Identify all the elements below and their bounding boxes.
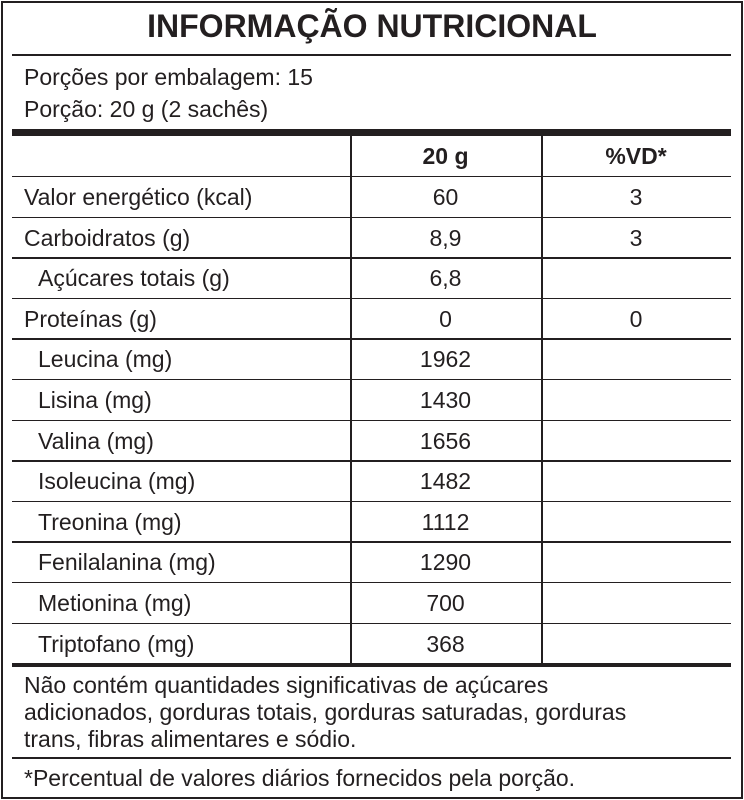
table-row: Triptofano (mg) 368 — [12, 624, 731, 665]
nutrient-amount: 8,9 — [429, 224, 462, 251]
nutrient-label: Valina (mg) — [38, 427, 154, 454]
divider — [12, 54, 731, 56]
nutrient-amount: 6,8 — [429, 265, 462, 292]
divider — [12, 757, 731, 759]
nutrient-label: Leucina (mg) — [38, 346, 173, 373]
thick-divider — [12, 129, 731, 136]
row-divider — [12, 460, 731, 462]
table-header-row: 20 g %VD* — [12, 136, 731, 177]
table-row: Valina (mg) 1656 — [12, 421, 731, 462]
nutrient-label: Açúcares totais (g) — [38, 265, 230, 292]
footnote: *Percentual de valores diários fornecido… — [24, 765, 576, 791]
serving-size: Porção: 20 g (2 sachês) — [24, 96, 269, 122]
row-divider — [12, 622, 731, 624]
header-amount: 20 g — [422, 143, 469, 169]
nutrient-amount: 1430 — [419, 387, 472, 413]
table-row: Lisina (mg) 1430 — [12, 380, 731, 421]
nutrient-label: Triptofano (mg) — [38, 630, 195, 657]
table-row: Fenilalanina (mg) 1290 — [12, 542, 731, 584]
nutrient-label: Proteínas (g) — [24, 305, 157, 332]
nutrient-amount: 0 — [439, 305, 452, 332]
note: Não contém quantidades significativas de… — [24, 672, 734, 753]
nutrient-amount: 1482 — [419, 468, 472, 495]
nutrient-dv: 0 — [629, 305, 643, 332]
nutrient-label: Metionina (mg) — [38, 590, 192, 616]
table-row: Metionina (mg) 700 — [12, 583, 731, 624]
servings-per-package: Porções por embalagem: 15 — [24, 64, 313, 90]
nutrient-label: Fenilalanina (mg) — [38, 549, 216, 576]
nutrient-amount: 700 — [426, 590, 465, 616]
nutrient-dv: 3 — [629, 184, 643, 210]
row-divider — [12, 175, 731, 177]
nutrient-amount: 60 — [432, 184, 459, 210]
nutrient-label: Treonina (mg) — [38, 508, 182, 535]
row-divider — [12, 297, 731, 300]
table-row: Treonina (mg) 1112 — [12, 502, 731, 543]
thick-divider — [12, 663, 731, 667]
row-divider — [12, 216, 731, 218]
note-line: adicionados, gorduras totais, gorduras s… — [24, 699, 627, 725]
column-divider — [350, 136, 352, 665]
row-divider — [12, 500, 731, 503]
nutrient-dv: 3 — [629, 224, 643, 251]
table-row: Isoleucina (mg) 1482 — [12, 461, 731, 503]
nutrient-amount: 1112 — [421, 508, 470, 535]
table-row: Carboidratos (g) 8,9 3 — [12, 218, 731, 259]
table-row: Proteínas (g) 0 0 — [12, 299, 731, 340]
row-divider — [12, 581, 731, 584]
note-line: Não contém quantidades significativas de… — [24, 672, 549, 698]
table-row: Açúcares totais (g) 6,8 — [12, 258, 731, 300]
nutrient-amount: 368 — [426, 630, 465, 657]
nutrient-label: Lisina (mg) — [38, 387, 152, 413]
row-divider — [12, 257, 731, 259]
row-divider — [12, 419, 731, 421]
nutrient-label: Carboidratos (g) — [24, 224, 191, 251]
row-divider — [12, 338, 731, 340]
nutrient-amount: 1290 — [419, 549, 472, 576]
table-row: Valor energético (kcal) 60 3 — [12, 177, 731, 218]
nutrient-label: Valor energético (kcal) — [24, 184, 253, 210]
note-line: trans, fibras alimentares e sódio. — [24, 726, 357, 752]
table-row: Leucina (mg) 1962 — [12, 339, 731, 381]
row-divider — [12, 541, 731, 543]
label-title: INFORMAÇÃO NUTRICIONAL — [147, 8, 597, 44]
row-divider — [12, 378, 731, 381]
nutrient-label: Isoleucina (mg) — [38, 468, 196, 495]
nutrient-amount: 1656 — [419, 427, 472, 454]
header-dv: %VD* — [605, 143, 667, 169]
column-divider — [541, 136, 543, 665]
nutrient-amount: 1962 — [419, 346, 472, 373]
